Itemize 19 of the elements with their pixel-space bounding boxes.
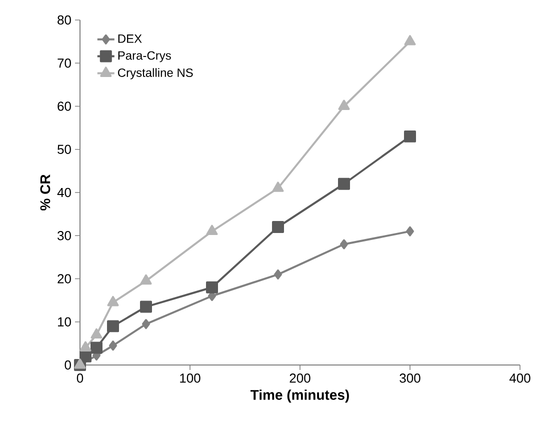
x-axis-title: Time (minutes) [250,390,349,403]
x-tick-label: 0 [76,374,84,383]
y-axis-title: % CR [40,174,50,210]
y-tick-label: 40 [57,188,71,198]
legend-label: DEX [118,34,142,43]
y-tick-label: 60 [58,102,71,111]
legend-label: Crystalline NS [118,68,193,80]
x-tick-label: 100 [180,374,200,383]
y-tick-label: 10 [58,317,71,326]
x-tick-label: 300 [400,374,420,383]
legend-label: Para-Crys [118,51,171,62]
y-tick-label: 20 [58,274,71,284]
y-tick-label: 50 [58,144,71,154]
y-tick-label: 70 [58,58,71,68]
x-tick-label: 400 [509,374,530,383]
y-tick-label: 80 [58,15,71,25]
x-tick-label: 200 [290,374,310,383]
y-tick-label: 30 [58,231,71,240]
y-tick-label: 0 [64,360,71,370]
